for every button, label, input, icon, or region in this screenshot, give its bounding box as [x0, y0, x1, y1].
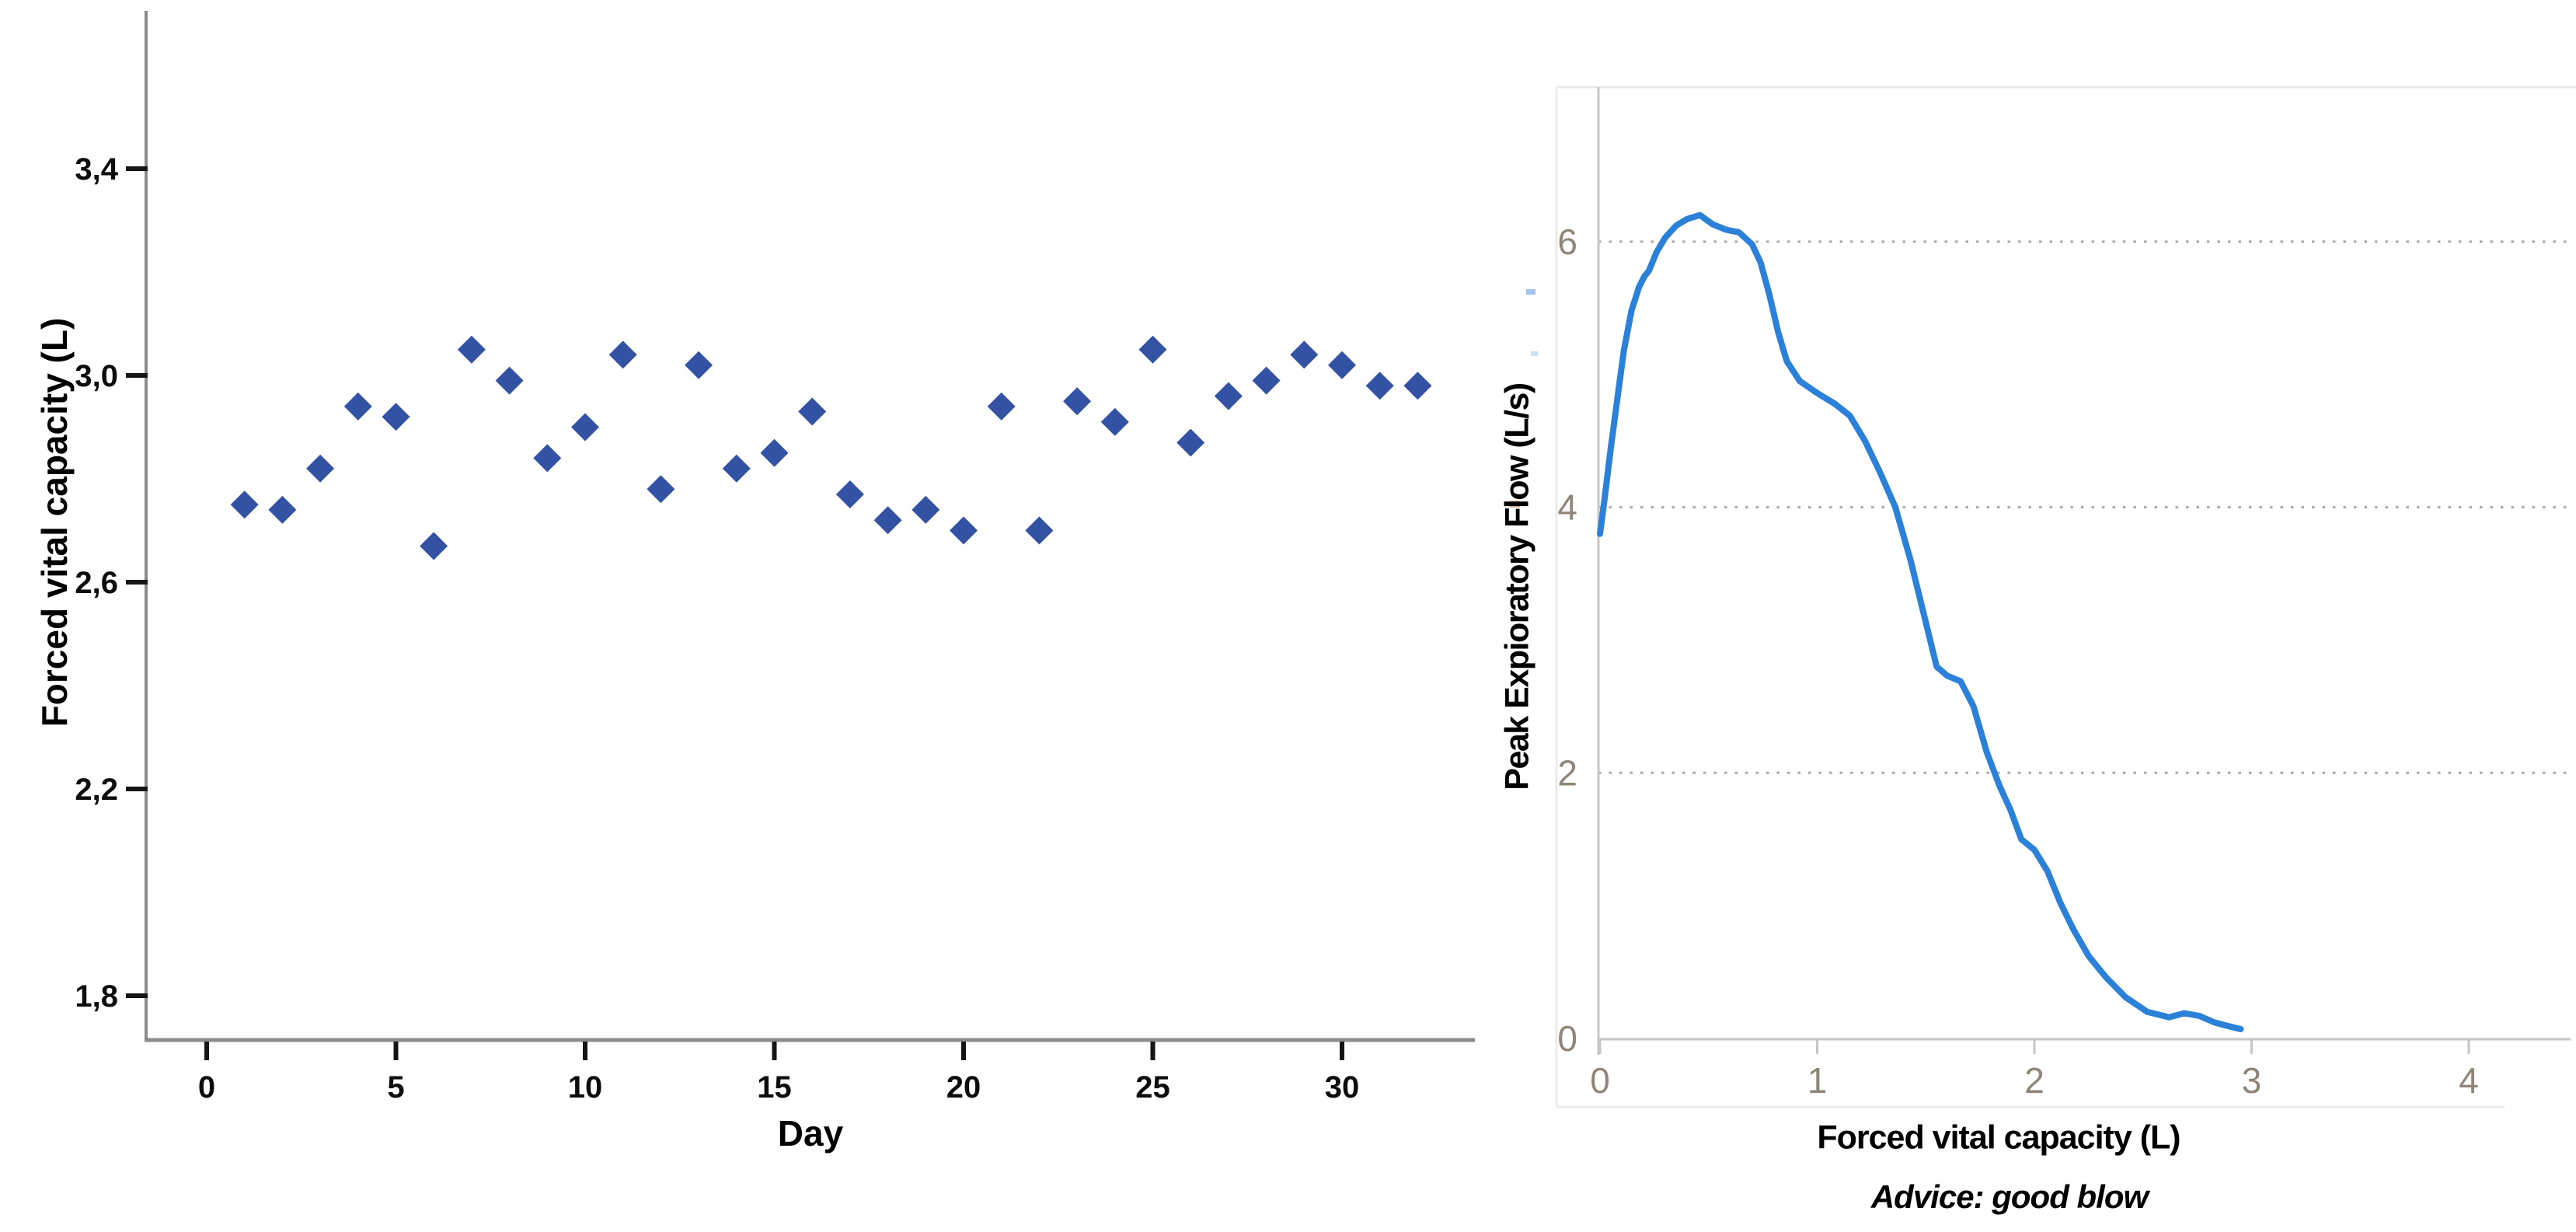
advice-caption: Advice: good blow: [1870, 1178, 2149, 1215]
scatter-point: [495, 366, 524, 395]
scatter-point: [420, 532, 448, 560]
right-x-tick-label: 1: [1807, 1060, 1828, 1101]
right-x-tick-label: 0: [1590, 1060, 1610, 1101]
flow-volume-curve: [1597, 211, 2244, 1032]
left-x-axis-title: Day: [777, 1113, 844, 1153]
scatter-point: [987, 392, 1016, 421]
screenshot-artifacts: [1510, 289, 1538, 508]
left-x-tick-label: 15: [757, 1070, 792, 1105]
right-y-tick-label: 0: [1557, 1018, 1577, 1059]
scatter-point: [1214, 382, 1243, 410]
right-x-tick-label: 4: [2459, 1060, 2479, 1101]
left-y-axis-title: Forced vital capacity (L): [34, 317, 75, 728]
scatter-point: [533, 444, 562, 473]
scatter-point: [1063, 387, 1092, 416]
right-y-tick-label: 4: [1557, 487, 1577, 528]
scatter-point: [835, 480, 864, 508]
scatter-point: [873, 506, 902, 535]
left-x-tick-label: 0: [198, 1070, 215, 1105]
artifact-blue-dot: [1531, 351, 1538, 356]
scatter-point: [571, 413, 599, 441]
right-chart-frame: [1555, 86, 2576, 1108]
scatter-point: [306, 454, 335, 483]
scatter-point: [1252, 366, 1281, 395]
scatter-point: [1365, 372, 1394, 400]
right-y-tick-label: 6: [1557, 222, 1577, 262]
right-chart-gridlines: [1598, 240, 2571, 774]
left-x-tick-label: 5: [387, 1070, 404, 1105]
artifact-red-mark: [1510, 501, 1520, 508]
scatter-point: [1328, 351, 1356, 379]
right-x-axis-title: Forced vital capacity (L): [1817, 1119, 2180, 1157]
scatter-point: [230, 490, 259, 519]
scatter-point: [1025, 516, 1054, 545]
left-chart-axes: 3,4 3,0 2,6 2,2 1,8 0 5 10 15 20 25 30: [75, 11, 1475, 1105]
scatter-point: [798, 397, 827, 426]
scatter-point: [1100, 407, 1129, 436]
scatter-point: [760, 438, 789, 467]
left-x-tick-label: 30: [1325, 1070, 1360, 1105]
scatter-point: [1138, 335, 1167, 364]
scatter-point: [1403, 372, 1432, 400]
scatter-point: [1176, 428, 1205, 457]
scatter-point: [457, 335, 486, 364]
left-x-tick-label: 20: [946, 1070, 981, 1105]
left-x-tick-label: 25: [1135, 1070, 1170, 1105]
scatter-point: [647, 475, 675, 504]
left-x-tick-label: 10: [568, 1070, 603, 1105]
flow-volume-path: [1597, 211, 2244, 1032]
scatter-point: [268, 495, 297, 524]
scatter-point: [343, 392, 372, 421]
right-y-tick-label: 2: [1557, 752, 1577, 793]
left-y-tick-label: 3,0: [75, 359, 118, 393]
fvc-scatter-points: [230, 335, 1432, 560]
scatter-point: [722, 454, 751, 483]
right-x-tick-label: 2: [2024, 1060, 2044, 1101]
right-chart-axes: 0 1 2 3 4 0 2 4 6: [1557, 87, 2571, 1101]
scatter-point: [382, 403, 410, 431]
scatter-point: [912, 495, 940, 524]
scatter-point: [950, 516, 978, 545]
left-y-tick-label: 3,4: [75, 152, 118, 187]
left-y-tick-label: 2,2: [75, 773, 118, 807]
scatter-point: [1290, 340, 1319, 369]
right-y-axis-title: Peak Expioratory Flow (L/s): [1498, 383, 1536, 791]
artifact-blue-dash: [1526, 289, 1535, 295]
left-y-tick-label: 2,6: [75, 566, 118, 600]
scatter-point: [685, 351, 713, 379]
left-y-tick-label: 1,8: [75, 979, 118, 1014]
scatter-point: [608, 340, 637, 369]
right-x-tick-label: 3: [2242, 1060, 2262, 1101]
